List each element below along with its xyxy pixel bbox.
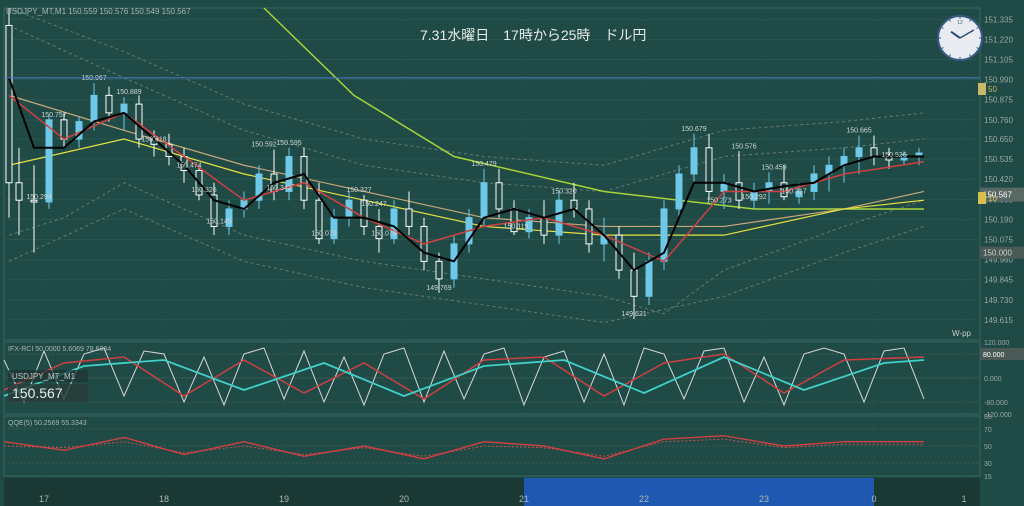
x-axis-label: 23 bbox=[759, 494, 769, 504]
x-axis-label: 19 bbox=[279, 494, 289, 504]
candle bbox=[871, 148, 877, 157]
candle bbox=[436, 261, 442, 278]
y-axis-label: 149.845 bbox=[984, 276, 1013, 285]
price-label: 150.479 bbox=[471, 161, 496, 168]
y-axis-label: 150.875 bbox=[984, 96, 1013, 105]
chart-title: 7.31水曜日 17時から25時 ドル円 bbox=[420, 27, 646, 43]
chart-svg: 149.615149.730149.845149.960150.075150.1… bbox=[0, 0, 1024, 506]
candle bbox=[496, 183, 502, 209]
price-label: 150.317 bbox=[781, 189, 806, 196]
svg-text:50: 50 bbox=[984, 444, 992, 451]
trading-chart: 149.615149.730149.845149.960150.075150.1… bbox=[0, 0, 1024, 506]
candle bbox=[46, 120, 52, 202]
price-label: 150.292 bbox=[741, 194, 766, 201]
candle bbox=[586, 209, 592, 244]
price-label: 150.079 bbox=[311, 231, 336, 238]
price-label: 149.621 bbox=[621, 311, 646, 318]
price-label: 149.769 bbox=[426, 285, 451, 292]
y-axis-label: 151.220 bbox=[984, 35, 1013, 44]
x-axis-label: 17 bbox=[39, 494, 49, 504]
symbol-ohlc: USDJPY_MT,M1 150.559 150.576 150.549 150… bbox=[6, 7, 191, 16]
candle bbox=[61, 120, 67, 139]
price-label: 150.595 bbox=[276, 140, 301, 147]
price-label: 150.326 bbox=[191, 187, 216, 194]
price-label: 150.342 bbox=[266, 185, 291, 192]
candle bbox=[706, 148, 712, 192]
candle bbox=[91, 95, 97, 121]
price-label: 150.679 bbox=[681, 126, 706, 133]
candle bbox=[6, 25, 12, 182]
y-axis-label: 150.075 bbox=[984, 236, 1013, 245]
candle bbox=[571, 200, 577, 209]
svg-text:150.000: 150.000 bbox=[983, 249, 1012, 258]
osc1-symbol: USDJPY_MT_M1 bbox=[12, 372, 76, 381]
svg-text:0.000: 0.000 bbox=[984, 376, 1002, 383]
svg-text:50: 50 bbox=[988, 85, 997, 94]
candle bbox=[676, 174, 682, 209]
candle bbox=[121, 104, 127, 113]
price-label: 150.320 bbox=[551, 189, 576, 196]
y-axis-label: 150.190 bbox=[984, 215, 1013, 224]
svg-text:12: 12 bbox=[957, 20, 963, 26]
osc1-price: 150.567 bbox=[12, 385, 63, 401]
candle bbox=[631, 270, 637, 296]
osc1-label: IFX-RCI 50.0000 5.6069 78.6034 bbox=[8, 346, 111, 353]
osc2-label: QQE(5) 50.2569 55.3343 bbox=[8, 420, 87, 427]
wpp-label: W-pp bbox=[952, 329, 972, 338]
candle bbox=[481, 183, 487, 218]
price-label: 150.967 bbox=[81, 75, 106, 82]
x-axis-label: 1 bbox=[961, 494, 966, 504]
y-axis-label: 150.990 bbox=[984, 76, 1013, 85]
price-label: 150.247 bbox=[361, 201, 386, 208]
svg-text:120.000: 120.000 bbox=[984, 340, 1009, 347]
price-label: 150.665 bbox=[846, 128, 871, 135]
svg-text:85: 85 bbox=[984, 414, 992, 421]
price-label: 150.294 bbox=[26, 194, 51, 201]
bg bbox=[0, 0, 1024, 506]
svg-text:10: 10 bbox=[988, 194, 997, 203]
price-label: 150.079 bbox=[371, 231, 396, 238]
x-axis-label: 18 bbox=[159, 494, 169, 504]
candle bbox=[16, 183, 22, 200]
price-label: 150.576 bbox=[731, 143, 756, 150]
price-label: 150.474 bbox=[176, 163, 201, 170]
svg-text:-80.000: -80.000 bbox=[984, 400, 1008, 407]
price-label: 150.618 bbox=[141, 136, 166, 143]
x-axis-label: 0 bbox=[871, 494, 876, 504]
candle bbox=[556, 200, 562, 235]
svg-text:70: 70 bbox=[984, 427, 992, 434]
y-axis-label: 150.535 bbox=[984, 155, 1013, 164]
candle bbox=[916, 153, 922, 155]
candle bbox=[541, 218, 547, 235]
x-axis-label: 22 bbox=[639, 494, 649, 504]
y-axis-label: 150.760 bbox=[984, 116, 1013, 125]
candle bbox=[106, 95, 112, 112]
y-axis-label: 150.420 bbox=[984, 175, 1013, 184]
price-label: 150.145 bbox=[206, 218, 231, 225]
x-axis-label: 21 bbox=[519, 494, 529, 504]
price-label: 150.273 bbox=[706, 197, 731, 204]
svg-text:15: 15 bbox=[984, 474, 992, 481]
candle bbox=[646, 261, 652, 296]
candle bbox=[406, 209, 412, 226]
candle bbox=[691, 148, 697, 174]
price-label: 150.119 bbox=[504, 224, 529, 231]
price-label: 150.327 bbox=[346, 187, 371, 194]
candle bbox=[856, 148, 862, 157]
y-axis-label: 149.730 bbox=[984, 296, 1013, 305]
svg-text:80.000: 80.000 bbox=[983, 352, 1005, 359]
y-axis-label: 149.615 bbox=[984, 316, 1013, 325]
x-axis-label: 20 bbox=[399, 494, 409, 504]
price-label: 150.757 bbox=[41, 112, 66, 119]
price-label: 150.526 bbox=[881, 152, 906, 159]
y-axis-label: 150.650 bbox=[984, 135, 1013, 144]
svg-text:30: 30 bbox=[984, 461, 992, 468]
y-axis-label: 151.105 bbox=[984, 56, 1013, 65]
price-label: 150.459 bbox=[761, 164, 786, 171]
price-label: 150.889 bbox=[116, 89, 141, 96]
price-label: 150.592 bbox=[251, 142, 276, 149]
y-axis-label: 151.335 bbox=[984, 15, 1013, 24]
time-axis-highlight bbox=[524, 478, 874, 506]
